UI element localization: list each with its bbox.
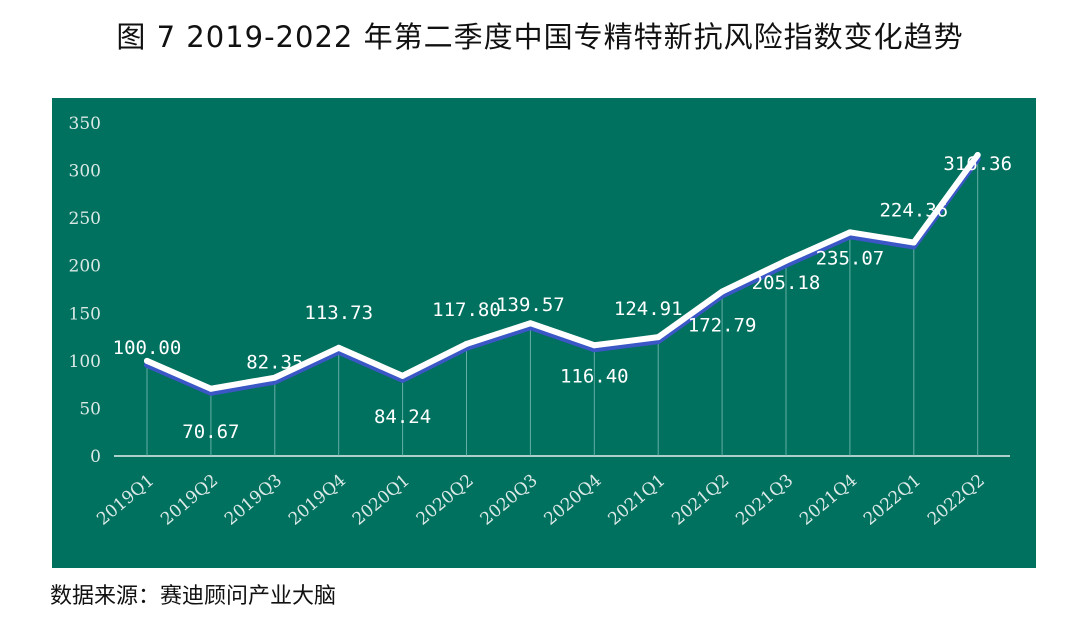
x-tick-label: 2022Q1 xyxy=(860,471,925,530)
x-tick-label: 2021Q3 xyxy=(732,471,797,530)
data-point xyxy=(846,229,853,236)
y-tick-label: 300 xyxy=(69,162,101,182)
x-tick-label: 2020Q3 xyxy=(477,471,542,530)
x-tick-label: 2021Q2 xyxy=(668,471,733,530)
x-tick-label: 2019Q2 xyxy=(157,471,222,530)
x-tick-label: 2021Q4 xyxy=(796,471,861,530)
x-tick-label: 2022Q2 xyxy=(924,471,989,530)
y-tick-label: 50 xyxy=(79,399,101,419)
data-point xyxy=(910,239,917,246)
data-label: 117.80 xyxy=(432,299,501,321)
data-point xyxy=(719,288,726,295)
data-label: 172.79 xyxy=(688,315,757,337)
data-source: 数据来源：赛迪顾问产业大脑 xyxy=(50,584,337,609)
data-label: 205.18 xyxy=(752,272,821,294)
data-label: 224.36 xyxy=(879,200,948,222)
chart-panel: 0 50 100 150 200 250 300 350 100.00 70.67 82.35 113… xyxy=(52,98,1036,568)
data-label: 100.00 xyxy=(113,337,182,359)
data-label: 124.91 xyxy=(614,298,683,320)
x-tick-label: 2019Q4 xyxy=(285,471,350,530)
series-line xyxy=(144,152,981,392)
x-tick-label: 2020Q2 xyxy=(413,471,478,530)
x-tick-label: 2021Q1 xyxy=(604,471,669,530)
data-label: 84.24 xyxy=(374,406,431,428)
y-tick-label: 350 xyxy=(69,114,101,134)
data-point xyxy=(207,385,214,392)
data-label: 70.67 xyxy=(182,421,239,443)
y-tick-label: 150 xyxy=(69,304,101,324)
x-tick-label: 2019Q1 xyxy=(93,471,158,530)
y-tick-label: 200 xyxy=(69,257,101,277)
data-point xyxy=(783,257,789,264)
y-tick-label: 100 xyxy=(69,352,101,372)
series-line-shadow xyxy=(144,156,981,396)
data-label: 113.73 xyxy=(304,302,373,324)
line-chart: 0 50 100 150 200 250 300 350 100.00 70.67 82.35 113… xyxy=(69,114,1012,530)
x-tick-label: 2020Q4 xyxy=(541,471,606,530)
y-tick-label: 0 xyxy=(90,447,101,467)
data-point xyxy=(463,340,470,347)
data-label: 316.36 xyxy=(943,153,1012,175)
data-point xyxy=(271,374,278,381)
data-label: 82.35 xyxy=(246,352,303,374)
data-point xyxy=(527,320,534,327)
x-tick-label: 2019Q3 xyxy=(221,471,286,530)
data-point xyxy=(399,372,406,379)
data-label: 139.57 xyxy=(496,294,565,316)
chart-title: 图 7 2019-2022 年第二季度中国专精特新抗风险指数变化趋势 xyxy=(116,20,964,54)
data-label: 116.40 xyxy=(560,365,629,387)
data-point xyxy=(974,152,981,159)
data-point xyxy=(655,334,662,341)
data-label: 235.07 xyxy=(816,247,885,269)
y-tick-label: 250 xyxy=(69,209,101,229)
data-point xyxy=(144,357,150,364)
data-point xyxy=(335,344,342,351)
data-point xyxy=(591,342,598,349)
x-tick-label: 2020Q1 xyxy=(349,471,414,530)
